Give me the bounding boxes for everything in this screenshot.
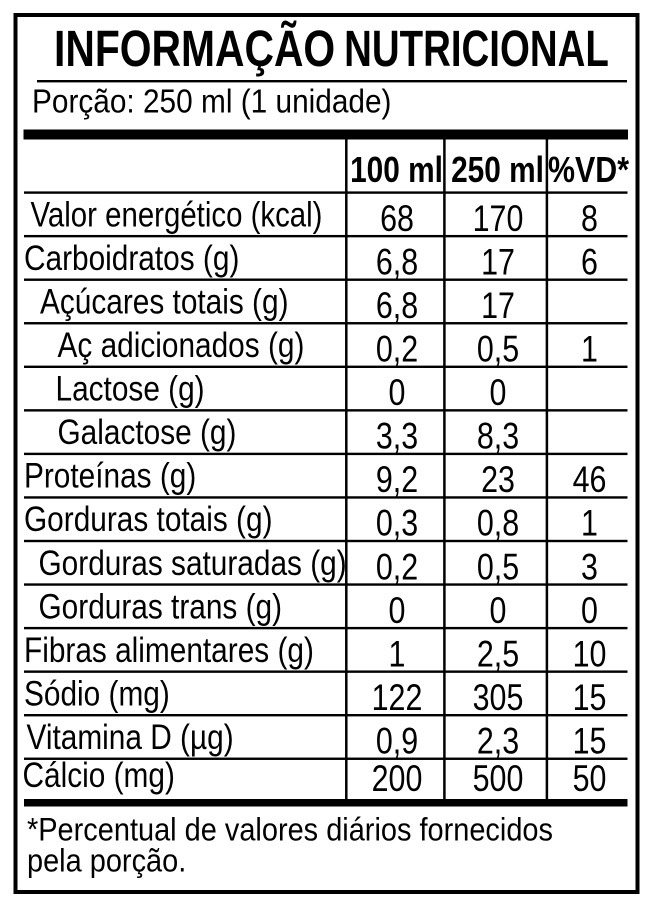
svg-text:Aç adicionados (g): Aç adicionados (g) xyxy=(58,326,305,365)
svg-text:0,2: 0,2 xyxy=(376,329,418,371)
svg-text:68: 68 xyxy=(380,198,414,240)
svg-text:100 ml: 100 ml xyxy=(350,150,443,190)
svg-text:250 ml: 250 ml xyxy=(451,150,544,190)
svg-text:6,8: 6,8 xyxy=(376,242,418,284)
svg-text:0,8: 0,8 xyxy=(477,503,519,545)
svg-text:*Percentual de valores diários: *Percentual de valores diários fornecido… xyxy=(27,811,553,848)
svg-text:50: 50 xyxy=(573,758,607,800)
svg-text:15: 15 xyxy=(573,721,607,763)
svg-text:Gorduras trans (g): Gorduras trans (g) xyxy=(39,587,283,626)
svg-text:0,5: 0,5 xyxy=(477,546,519,588)
svg-text:0: 0 xyxy=(490,590,507,632)
svg-text:200: 200 xyxy=(372,758,423,800)
svg-text:1: 1 xyxy=(389,633,406,675)
svg-text:9,2: 9,2 xyxy=(376,459,418,501)
svg-text:17: 17 xyxy=(481,242,515,284)
svg-text:0: 0 xyxy=(581,590,598,632)
svg-text:1: 1 xyxy=(581,329,598,371)
svg-text:0: 0 xyxy=(389,590,406,632)
svg-text:3: 3 xyxy=(581,546,598,588)
svg-text:Gorduras saturadas (g): Gorduras saturadas (g) xyxy=(39,544,347,583)
svg-text:Sódio (mg): Sódio (mg) xyxy=(24,674,170,713)
svg-text:0,5: 0,5 xyxy=(477,329,519,371)
svg-text:0,9: 0,9 xyxy=(376,721,418,763)
svg-text:0: 0 xyxy=(389,372,406,414)
svg-text:10: 10 xyxy=(573,633,607,675)
svg-text:305: 305 xyxy=(473,677,524,719)
svg-text:Proteínas (g): Proteínas (g) xyxy=(24,456,196,495)
svg-text:6: 6 xyxy=(581,242,598,284)
svg-text:INFORMAÇÃO: INFORMAÇÃO xyxy=(54,20,335,77)
svg-text:0: 0 xyxy=(490,372,507,414)
svg-text:46: 46 xyxy=(573,459,607,501)
svg-text:2,3: 2,3 xyxy=(477,721,519,763)
svg-text:Valor energético (kcal): Valor energético (kcal) xyxy=(31,195,323,234)
svg-text:Galactose (g): Galactose (g) xyxy=(58,413,237,452)
svg-text:1: 1 xyxy=(581,503,598,545)
svg-text:500: 500 xyxy=(473,758,524,800)
svg-text:Lactose (g): Lactose (g) xyxy=(56,369,205,408)
svg-text:170: 170 xyxy=(473,198,524,240)
svg-text:8: 8 xyxy=(581,198,598,240)
svg-text:6,8: 6,8 xyxy=(376,285,418,327)
svg-text:Fibras alimentares (g): Fibras alimentares (g) xyxy=(24,631,314,670)
svg-text:Carboidratos (g): Carboidratos (g) xyxy=(24,239,239,278)
svg-text:0,3: 0,3 xyxy=(376,503,418,545)
svg-text:3,3: 3,3 xyxy=(376,416,418,458)
svg-text:8,3: 8,3 xyxy=(477,416,519,458)
svg-text:2,5: 2,5 xyxy=(477,633,519,675)
svg-text:15: 15 xyxy=(573,677,607,719)
svg-text:17: 17 xyxy=(481,285,515,327)
svg-text:0,2: 0,2 xyxy=(376,546,418,588)
svg-text:pela porção.: pela porção. xyxy=(27,842,186,879)
svg-text:Porção: 250 ml (1 unidade): Porção: 250 ml (1 unidade) xyxy=(32,83,391,120)
svg-text:23: 23 xyxy=(481,459,515,501)
svg-text:Açúcares totais (g): Açúcares totais (g) xyxy=(40,282,288,321)
svg-text:Vitamina D (µg): Vitamina D (µg) xyxy=(27,718,234,757)
svg-text:%VD*: %VD* xyxy=(548,151,629,191)
svg-text:Gorduras totais (g): Gorduras totais (g) xyxy=(24,500,272,539)
svg-text:NUTRICIONAL: NUTRICIONAL xyxy=(344,20,609,78)
svg-text:Cálcio (mg): Cálcio (mg) xyxy=(23,756,175,795)
svg-text:122: 122 xyxy=(372,677,423,719)
